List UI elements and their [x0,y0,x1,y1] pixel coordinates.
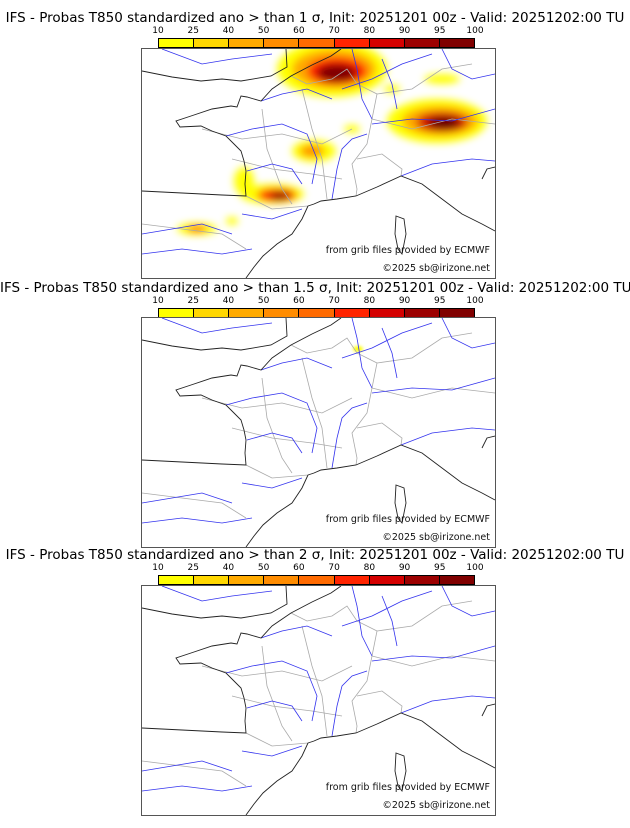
colorbar-tick-label: 50 [257,296,270,306]
colorbar-segment [334,309,370,317]
colorbar-tick-label: 90 [398,26,411,36]
colorbar-segment [369,309,405,317]
colorbar-tick-label: 60 [293,296,305,306]
colorbar-segment [194,39,230,47]
copyright: ©2025 sb@irizone.net [382,532,490,543]
colorbar-tick-label: 100 [466,26,484,36]
colorbar-segment [264,309,300,317]
colorbar-tick-label: 100 [466,563,484,573]
colorbar-ticks: 10 25 40 50 60 70 80 90 95 100 [152,563,483,574]
colorbar-tick-label: 90 [398,563,411,573]
copyright: ©2025 sb@irizone.net [382,800,490,811]
colorbar-segment [299,309,335,317]
colorbar-segment [159,309,195,317]
colorbar-segment [229,39,265,47]
basemap [142,318,495,547]
colorbar-segment [334,39,370,47]
colorbar-tick-label: 50 [257,26,270,36]
source-credit: from grib files provided by ECMWF [325,245,490,256]
colorbar-segment [404,576,440,584]
panel-2sigma: IFS - Probas T850 standardized ano > tha… [0,547,630,817]
colorbar-segment [299,576,335,584]
colorbar-tick-label: 70 [328,563,340,573]
map-1-5sigma: from grib files provided by ECMWF ©2025 … [141,317,496,548]
panel-title: IFS - Probas T850 standardized ano > tha… [0,280,630,296]
colorbar-tick-label: 80 [363,563,376,573]
colorbar-tick-label: 10 [152,563,164,573]
colorbar-segment [439,576,474,584]
panel-1-5sigma: IFS - Probas T850 standardized ano > tha… [0,280,630,548]
colorbar-segment [334,576,370,584]
colorbar-segment [439,309,474,317]
map-1sigma: from grib files provided by ECMWF ©2025 … [141,48,496,279]
colorbar-tick-label: 10 [152,296,164,306]
colorbar-segment [229,576,265,584]
basemap [142,586,495,815]
colorbar-tick-label: 40 [222,26,235,36]
colorbar-segment [159,576,195,584]
colorbar-segment [229,309,265,317]
colorbar-segment [159,39,195,47]
colorbar-tick-label: 25 [187,296,199,306]
colorbar-tick-label: 50 [257,563,270,573]
source-credit: from grib files provided by ECMWF [325,782,490,793]
colorbar-tick-label: 90 [398,296,411,306]
colorbar-tick-label: 60 [293,26,305,36]
colorbar-ticks: 10 25 40 50 60 70 80 90 95 100 [152,26,483,37]
colorbar-segment [369,576,405,584]
colorbar-tick-label: 25 [187,563,199,573]
colorbar-segment [194,309,230,317]
source-credit: from grib files provided by ECMWF [325,514,490,525]
colorbar-bar [158,308,475,318]
panel-title: IFS - Probas T850 standardized ano > tha… [5,547,625,563]
colorbar-tick-label: 70 [328,26,340,36]
colorbar-tick-label: 80 [363,296,376,306]
colorbar-segment [299,39,335,47]
colorbar-tick-label: 40 [222,563,235,573]
colorbar: 10 25 40 50 60 70 80 90 95 100 [152,296,484,318]
colorbar-segment [264,39,300,47]
colorbar-tick-label: 40 [222,296,235,306]
colorbar-segment [194,576,230,584]
panel-title: IFS - Probas T850 standardized ano > tha… [5,10,625,26]
basemap [142,49,495,278]
colorbar-tick-label: 80 [363,26,376,36]
colorbar-segment [439,39,474,47]
colorbar: 10 25 40 50 60 70 80 90 95 100 [152,563,484,585]
colorbar-segment [404,39,440,47]
colorbar-ticks: 10 25 40 50 60 70 80 90 95 100 [152,296,483,307]
colorbar-tick-label: 100 [466,296,484,306]
colorbar-segment [404,309,440,317]
colorbar-tick-label: 95 [434,26,446,36]
colorbar-tick-label: 10 [152,26,164,36]
colorbar-segment [264,576,300,584]
colorbar-tick-label: 60 [293,563,305,573]
map-2sigma: from grib files provided by ECMWF ©2025 … [141,585,496,816]
colorbar-segment [369,39,405,47]
colorbar-bar [158,38,475,48]
colorbar-tick-label: 70 [328,296,340,306]
copyright: ©2025 sb@irizone.net [382,263,490,274]
colorbar-tick-label: 95 [434,296,446,306]
colorbar-tick-label: 95 [434,563,446,573]
colorbar-tick-label: 25 [187,26,199,36]
panel-1sigma: IFS - Probas T850 standardized ano > tha… [0,10,630,280]
colorbar: 10 25 40 50 60 70 80 90 95 100 [152,26,484,48]
colorbar-bar [158,575,475,585]
